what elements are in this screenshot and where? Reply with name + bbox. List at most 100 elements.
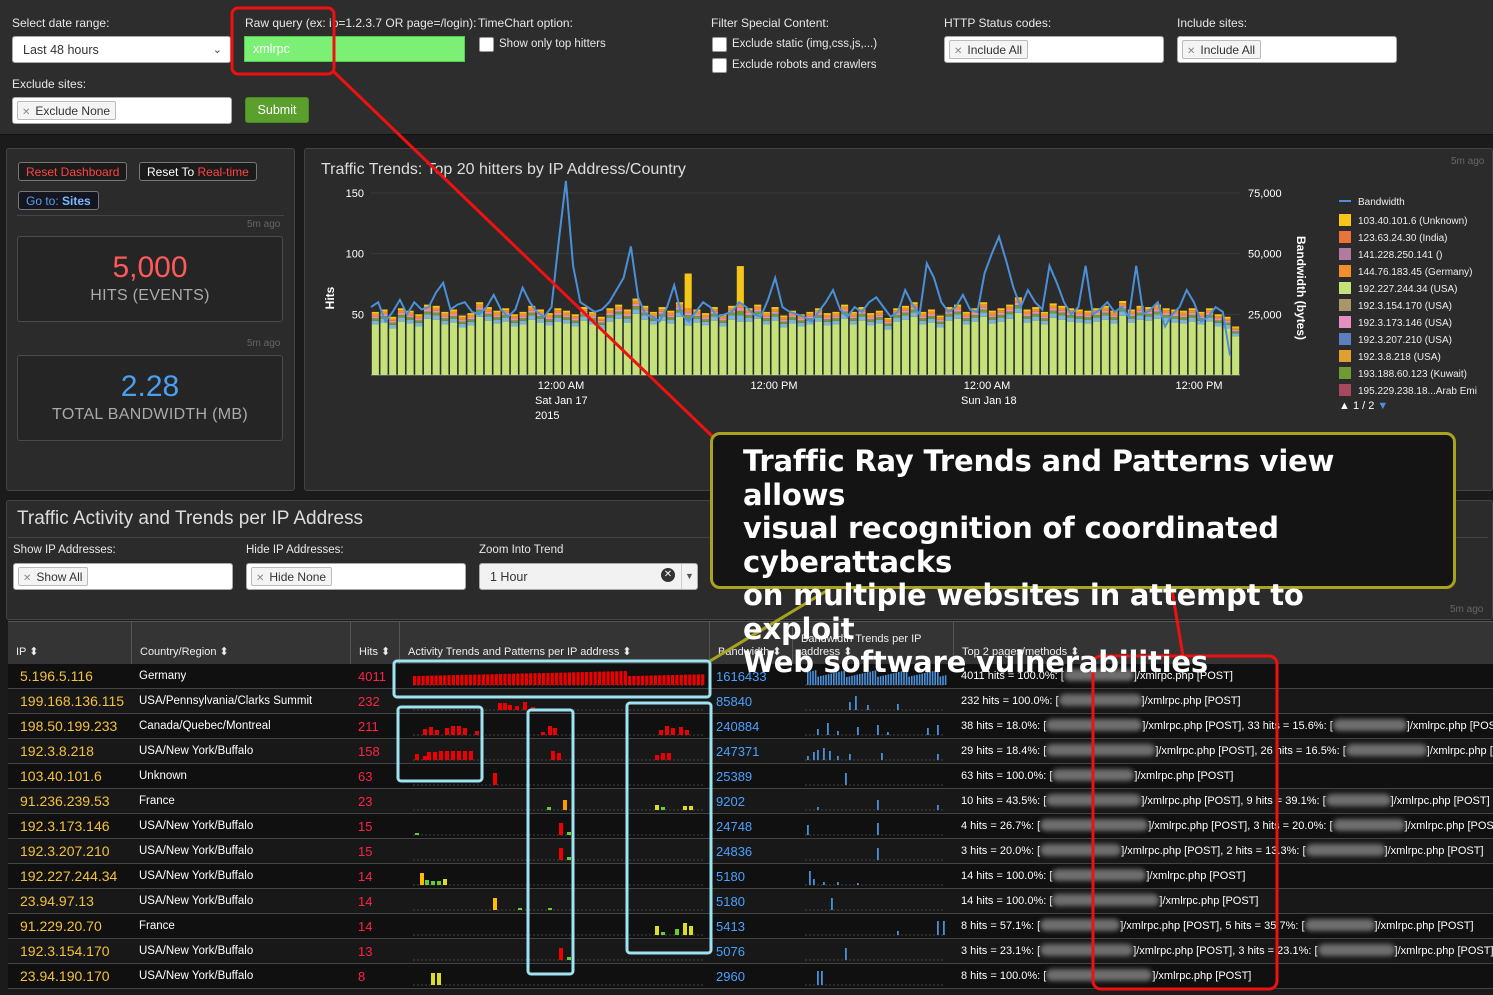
ip-cell[interactable]: 5.196.5.116 — [20, 668, 93, 684]
bandwidth-cell[interactable]: 247371 — [716, 744, 760, 759]
bandwidth-cell[interactable]: 24836 — [716, 844, 753, 859]
ip-cell[interactable]: 91.229.20.70 — [20, 918, 102, 934]
table-row[interactable]: 192.3.8.218 USA/New York/Buffalo 158 247371… — [8, 739, 1493, 764]
bandwidth-cell[interactable]: 25389 — [716, 769, 753, 784]
chart-bar — [1179, 317, 1188, 320]
chart-bar — [623, 318, 631, 323]
date-range-select[interactable]: Last 48 hours ⌄ — [12, 36, 231, 63]
legend-item[interactable]: 192.3.207.210 (USA) — [1339, 333, 1452, 346]
pager-up-icon[interactable]: ▲ — [1339, 400, 1350, 412]
legend-item[interactable]: 192.3.8.218 (USA) — [1339, 350, 1441, 363]
table-row[interactable]: 91.229.20.70 France 14 5413 8 hits = 57.1%: … — [8, 914, 1493, 939]
bandwidth-cell[interactable]: 240884 — [716, 719, 760, 734]
bandwidth-cell[interactable]: 85840 — [716, 694, 753, 709]
legend-item[interactable]: 193.188.60.123 (Kuwait) — [1339, 367, 1467, 380]
legend-item[interactable]: 192.3.154.170 (USA) — [1339, 299, 1452, 312]
col-ip-header[interactable]: IP ⬍ — [16, 646, 39, 658]
legend-item[interactable]: Bandwidth — [1339, 197, 1405, 208]
ip-cell[interactable]: 91.236.239.53 — [20, 793, 110, 809]
table-row[interactable]: 192.3.154.170 USA/New York/Buffalo 13 5076 3… — [8, 939, 1493, 964]
table-row[interactable]: 23.94.97.13 USA/New York/Buffalo 14 5180 14 … — [8, 889, 1493, 914]
activity-bar — [503, 673, 507, 685]
col-activity-header[interactable]: Activity Trends and Patterns per IP addr… — [399, 622, 709, 665]
bandwidth-sparkline — [805, 848, 945, 861]
remove-icon[interactable]: ✕ — [256, 573, 265, 584]
bandwidth-cell[interactable]: 5076 — [716, 944, 745, 959]
goto-sites-button[interactable]: Go to: Sites — [18, 191, 99, 210]
exclude-robots-checkbox[interactable] — [712, 58, 727, 73]
remove-icon[interactable]: ✕ — [23, 573, 32, 584]
include-sites-token[interactable]: ✕ Include All — [1182, 40, 1262, 59]
chevron-down-icon[interactable]: ▼ — [681, 564, 697, 589]
table-row[interactable]: 192.3.173.146 USA/New York/Buffalo 15 24748… — [8, 814, 1493, 839]
table-row[interactable]: 91.236.239.53 France 23 9202 10 hits = 43.5%… — [8, 789, 1493, 814]
table-row[interactable]: 198.50.199.233 Canada/Quebec/Montreal 211 2… — [8, 714, 1493, 739]
hide-ip-token[interactable]: ✕ Hide None — [251, 567, 333, 586]
bandwidth-bar — [943, 921, 945, 935]
ip-cell[interactable]: 198.50.199.233 — [20, 718, 118, 734]
exclude-sites-token[interactable]: ✕ Exclude None — [17, 101, 117, 120]
clear-icon[interactable]: ✕ — [661, 568, 675, 582]
activity-bar — [425, 675, 430, 685]
chart-bar — [1136, 315, 1144, 320]
table-row[interactable]: 23.94.190.170 USA/New York/Buffalo 8 2960 8 … — [8, 964, 1493, 989]
bandwidth-cell[interactable]: 1616433 — [716, 669, 767, 684]
submit-button[interactable]: Submit — [245, 97, 309, 123]
legend-item[interactable]: 123.63.24.30 (India) — [1339, 231, 1448, 244]
legend-item[interactable]: 141.228.250.141 () — [1339, 248, 1443, 261]
chart-bar — [1127, 318, 1135, 323]
activity-bar — [665, 726, 669, 735]
col-hits-header[interactable]: Hits ⬍ — [350, 622, 399, 665]
bandwidth-cell[interactable]: 5180 — [716, 869, 745, 884]
table-row[interactable]: 103.40.101.6 Unknown 63 25389 63 hits = 100.… — [8, 764, 1493, 789]
ip-cell[interactable]: 23.94.190.170 — [20, 968, 110, 984]
table-row[interactable]: 192.3.207.210 USA/New York/Buffalo 15 24836… — [8, 839, 1493, 864]
bandwidth-cell[interactable]: 5413 — [716, 919, 745, 934]
show-ip-input[interactable]: ✕ Show All — [13, 563, 233, 590]
http-status-token[interactable]: ✕ Include All — [949, 40, 1029, 59]
redacted-site — [1052, 894, 1160, 906]
reset-dashboard-button[interactable]: Reset Dashboard — [18, 162, 128, 181]
bandwidth-cell[interactable]: 5180 — [716, 894, 745, 909]
http-status-input[interactable]: ✕ Include All — [944, 36, 1164, 63]
raw-query-input[interactable]: xmlrpc — [244, 36, 465, 62]
legend-item[interactable]: 103.40.101.6 (Unknown) — [1339, 214, 1468, 227]
hide-ip-input[interactable]: ✕ Hide None — [246, 563, 466, 590]
show-ip-token[interactable]: ✕ Show All — [18, 567, 89, 586]
ip-cell[interactable]: 199.168.136.115 — [20, 693, 125, 709]
exclude-sites-input[interactable]: ✕ Exclude None — [12, 97, 232, 124]
top-hitters-checkbox[interactable] — [479, 37, 494, 52]
bandwidth-cell[interactable]: 9202 — [716, 794, 745, 809]
zoom-select[interactable]: 1 Hour ✕ ▼ — [479, 563, 698, 590]
exclude-static-checkbox[interactable] — [712, 37, 727, 52]
remove-icon[interactable]: ✕ — [22, 107, 31, 118]
ip-cell[interactable]: 192.3.173.146 — [20, 818, 110, 834]
table-row[interactable]: 199.168.136.115 USA/Pennsylvania/Clarks S… — [8, 689, 1493, 714]
activity-bar — [675, 929, 679, 935]
bandwidth-cell[interactable]: 24748 — [716, 819, 753, 834]
remove-icon[interactable]: ✕ — [1187, 46, 1196, 57]
ip-cell[interactable]: 103.40.101.6 — [20, 768, 102, 784]
reset-realtime-button[interactable]: Reset To Real-time — [139, 162, 257, 181]
legend-item[interactable]: 192.227.244.34 (USA) — [1339, 282, 1458, 295]
legend-pager[interactable]: ▲ 1 / 2 ▼ — [1339, 400, 1389, 412]
table-row[interactable]: 192.227.244.34 USA/New York/Buffalo 14 5180… — [8, 864, 1493, 889]
pager-down-icon[interactable]: ▼ — [1377, 400, 1389, 412]
chart-bar — [936, 315, 944, 318]
bandwidth-cell[interactable]: 2960 — [716, 969, 745, 984]
legend-item[interactable]: 144.76.183.45 (Germany) — [1339, 265, 1473, 278]
ip-cell[interactable]: 192.3.207.210 — [20, 843, 110, 859]
col-pages-header[interactable]: Top 2 pages/methods ⬍ — [953, 622, 1493, 665]
ip-cell[interactable]: 192.3.154.170 — [20, 943, 110, 959]
include-sites-input[interactable]: ✕ Include All — [1177, 36, 1397, 63]
col-country-header[interactable]: Country/Region ⬍ — [131, 622, 350, 665]
activity-title: Traffic Activity and Trends per IP Addre… — [17, 508, 364, 529]
ip-cell[interactable]: 192.3.8.218 — [20, 743, 94, 759]
legend-item[interactable]: 192.3.173.146 (USA) — [1339, 316, 1452, 329]
bandwidth-sparkline — [805, 773, 945, 786]
remove-icon[interactable]: ✕ — [954, 46, 963, 57]
ip-cell[interactable]: 192.227.244.34 — [20, 868, 118, 884]
legend-item[interactable]: 195.229.238.18...Arab Emi — [1339, 384, 1477, 397]
activity-bar — [554, 672, 559, 685]
ip-cell[interactable]: 23.94.97.13 — [20, 893, 94, 909]
